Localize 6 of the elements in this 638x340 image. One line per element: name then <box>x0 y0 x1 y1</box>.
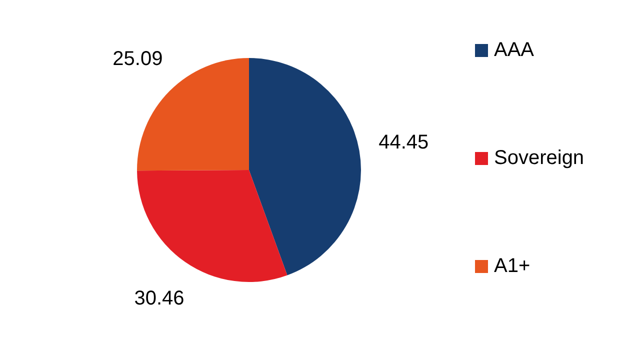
data-label: 25.09 <box>112 48 163 70</box>
data-label: 44.45 <box>378 131 429 154</box>
legend-label: AAA <box>494 38 534 62</box>
legend-label: A1+ <box>494 254 530 278</box>
data-label: 30.46 <box>134 287 184 310</box>
legend-label: Sovereign <box>494 146 584 170</box>
